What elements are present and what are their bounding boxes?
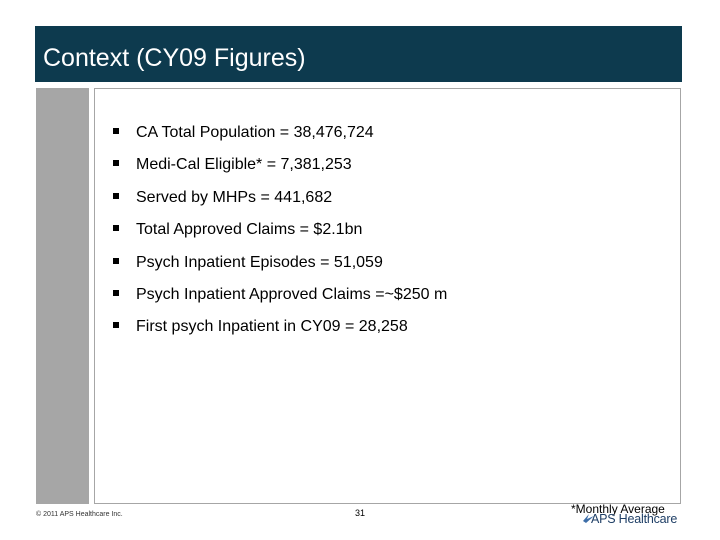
square-bullet-icon: [113, 257, 119, 264]
bullet-item: Psych Inpatient Episodes = 51,059: [113, 252, 383, 274]
bullet-text: CA Total Population = 38,476,724: [136, 124, 374, 141]
bullet-item: Total Approved Claims = $2.1bn: [113, 219, 362, 241]
square-bullet-icon: [113, 321, 119, 328]
bullet-item: First psych Inpatient in CY09 = 28,258: [113, 316, 408, 338]
slide-title: Context (CY09 Figures): [43, 44, 306, 72]
bullet-text: Psych Inpatient Approved Claims =~$250 m: [136, 286, 448, 303]
square-bullet-icon: [113, 289, 119, 296]
bullet-item: Psych Inpatient Approved Claims =~$250 m: [113, 284, 447, 306]
bullet-text: Total Approved Claims = $2.1bn: [136, 221, 363, 238]
bullet-item: Served by MHPs = 441,682: [113, 187, 332, 209]
content-box: CA Total Population = 38,476,724 Medi-Ca…: [94, 88, 681, 504]
company-logo: APS Healthcare: [582, 511, 686, 527]
logo-text: APS Healthcare: [591, 512, 678, 526]
bullet-item: CA Total Population = 38,476,724: [113, 122, 374, 144]
bullet-item: Medi-Cal Eligible* = 7,381,253: [113, 154, 352, 176]
logo-swoosh-icon: [583, 514, 594, 523]
side-accent-bar: [36, 88, 89, 504]
bullet-text: Served by MHPs = 441,682: [136, 189, 333, 206]
square-bullet-icon: [113, 192, 119, 199]
footnote: *Monthly Average: [571, 502, 665, 516]
title-bar: Context (CY09 Figures): [35, 26, 682, 82]
copyright-notice: © 2011 APS Healthcare Inc.: [36, 511, 123, 518]
bullet-text: Medi-Cal Eligible* = 7,381,253: [136, 156, 352, 173]
square-bullet-icon: [113, 159, 119, 166]
bullet-text: Psych Inpatient Episodes = 51,059: [136, 254, 383, 271]
page-number: 31: [355, 508, 366, 518]
bullet-text: First psych Inpatient in CY09 = 28,258: [136, 318, 408, 335]
square-bullet-icon: [113, 224, 119, 231]
square-bullet-icon: [113, 127, 119, 134]
